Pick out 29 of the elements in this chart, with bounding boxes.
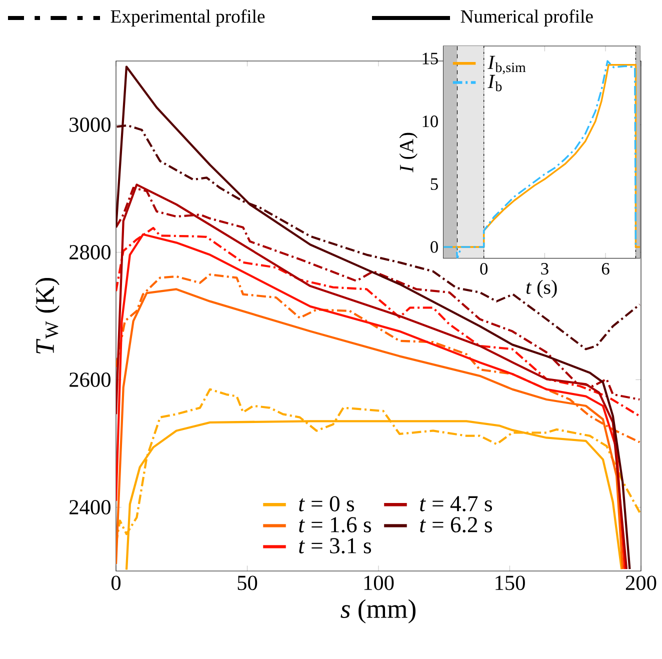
y-axis-title: I (A) bbox=[399, 132, 418, 172]
y-tick-label: 10 bbox=[422, 116, 438, 128]
text: Experimental profile bbox=[110, 9, 265, 27]
x-tick-label: 0 bbox=[480, 263, 488, 275]
y-tick-label: 2600 bbox=[70, 372, 110, 387]
legend-label: I$_{b}$ bbox=[488, 74, 502, 92]
legend-label: t = 3.1 s bbox=[299, 538, 372, 554]
x-tick-label: 200 bbox=[626, 576, 656, 590]
x-tick-label: 50 bbox=[238, 576, 258, 590]
x-tick-label: 100 bbox=[364, 576, 394, 590]
y-tick-label: 2400 bbox=[70, 500, 110, 514]
y-tick-label: 5 bbox=[430, 178, 438, 190]
legend-label: t = 1.6 s bbox=[299, 517, 372, 532]
y-tick-label: 2800 bbox=[70, 245, 110, 260]
x-tick-label: 150 bbox=[496, 576, 525, 590]
x-tick-label: 3 bbox=[541, 263, 548, 275]
legend-label: t = 4.7 s bbox=[420, 496, 492, 512]
y-axis-title: T$_{W}$ (K) bbox=[35, 278, 60, 354]
y-tick-label: 15 bbox=[422, 52, 438, 64]
x-axis-title: t (s) bbox=[526, 280, 557, 298]
legend-label: t = 6.2 s bbox=[420, 517, 492, 532]
y-tick-label: 0 bbox=[430, 241, 438, 253]
x-tick-label: 6 bbox=[602, 263, 610, 275]
x-axis-title: s (mm) bbox=[340, 599, 416, 624]
legend-label: t = 0 s bbox=[299, 496, 354, 512]
y-tick-label: 3000 bbox=[70, 118, 110, 132]
legend-label: I$_{b,sim}$ bbox=[488, 56, 526, 74]
x-tick-label: 0 bbox=[111, 576, 121, 590]
text: Numerical profile bbox=[460, 9, 593, 27]
